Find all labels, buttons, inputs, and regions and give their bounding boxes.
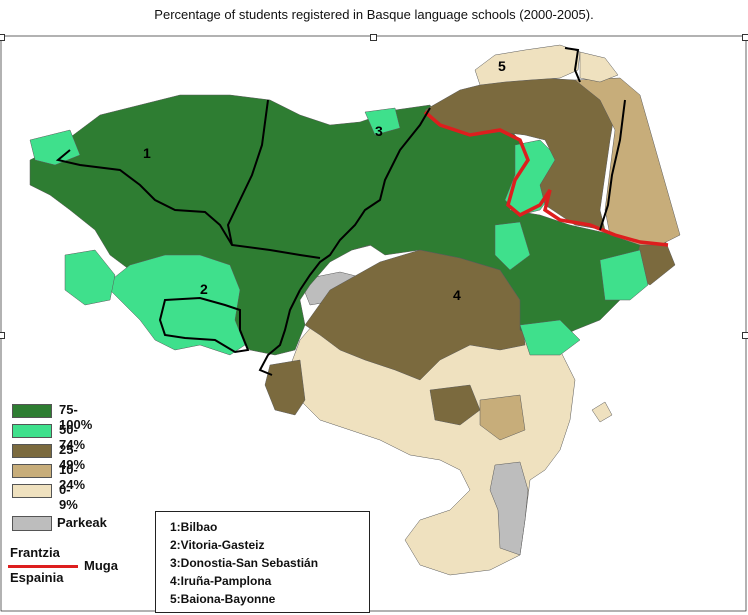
legend-swatch: [12, 404, 52, 418]
region-50-74-west: [64, 249, 116, 306]
map-frame: 1 2 3 4 5: [0, 34, 748, 615]
legend-label: 50-74%: [59, 422, 86, 452]
region-50-74-alava: [104, 254, 246, 356]
legend-swatch: [12, 464, 52, 478]
city-label-1: 1: [143, 145, 151, 161]
legend-label: 0-9%: [59, 482, 78, 512]
border-line-swatch: [8, 565, 78, 568]
legend-swatch: [12, 484, 52, 498]
region-25-49-southwest: [264, 359, 306, 416]
city-label-5: 5: [498, 58, 506, 74]
region-0-9-east-top: [579, 51, 619, 83]
city-entry: 2:Vitoria-Gasteiz: [170, 538, 265, 552]
basque-country-map: 1 2 3 4 5: [0, 35, 747, 612]
region-50-74-navarra-east: [599, 249, 649, 301]
border-label: Muga: [84, 558, 118, 573]
province-boundary-alava-navarra: [258, 289, 301, 376]
city-label-3: 3: [375, 123, 383, 139]
province-boundary-bizkaia-gipuzkoa: [226, 99, 269, 246]
legend-label: 25-49%: [59, 442, 86, 472]
region-0-9-coast: [474, 44, 581, 86]
selection-handle-top-center[interactable]: [370, 34, 377, 41]
parks-swatch: [12, 516, 52, 531]
border-bottom-label: Espainia: [10, 570, 64, 585]
province-boundary-gipuzkoa-navarra: [299, 107, 431, 291]
region-50-74-northwest: [29, 129, 81, 166]
legend-swatch: [12, 444, 52, 458]
region-50-74-navarra-center: [494, 221, 531, 271]
city-label-2: 2: [200, 281, 208, 297]
region-50-74-south-green: [519, 319, 581, 356]
region-10-24-south: [479, 394, 526, 441]
province-boundary-bizkaia-alava: [55, 149, 321, 259]
legend-label: 75-100%: [59, 402, 93, 432]
selection-handle-middle-right[interactable]: [742, 332, 748, 339]
border-top-label: Frantzia: [10, 545, 60, 560]
city-label-4: 4: [453, 287, 461, 303]
region-50-74-north-coast: [364, 107, 401, 136]
legend-swatch: [12, 424, 52, 438]
province-boundary-alava-outline: [158, 296, 250, 354]
park-south: [489, 461, 529, 556]
france-spain-border: [423, 110, 669, 247]
selection-handle-top-left[interactable]: [0, 34, 5, 41]
selection-handle-middle-left[interactable]: [0, 332, 5, 339]
border-legend: Frantzia Espainia Muga: [8, 545, 148, 590]
city-entry: 5:Baiona-Bayonne: [170, 592, 276, 606]
map-title: Percentage of students registered in Bas…: [154, 7, 594, 22]
province-boundary-north-east: [564, 47, 626, 231]
region-25-49-south: [429, 384, 481, 426]
selection-handle-top-right[interactable]: [742, 34, 748, 41]
parks-label: Parkeak: [57, 515, 107, 530]
city-entry: 1:Bilbao: [170, 520, 218, 534]
legend-label: 10-24%: [59, 462, 86, 492]
city-entry: 4:Iruña-Pamplona: [170, 574, 272, 588]
cities-legend: 1:Bilbao 2:Vitoria-Gasteiz 3:Donostia-Sa…: [155, 511, 370, 613]
city-entry: 3:Donostia-San Sebastián: [170, 556, 319, 570]
region-0-9-island: [591, 401, 613, 423]
